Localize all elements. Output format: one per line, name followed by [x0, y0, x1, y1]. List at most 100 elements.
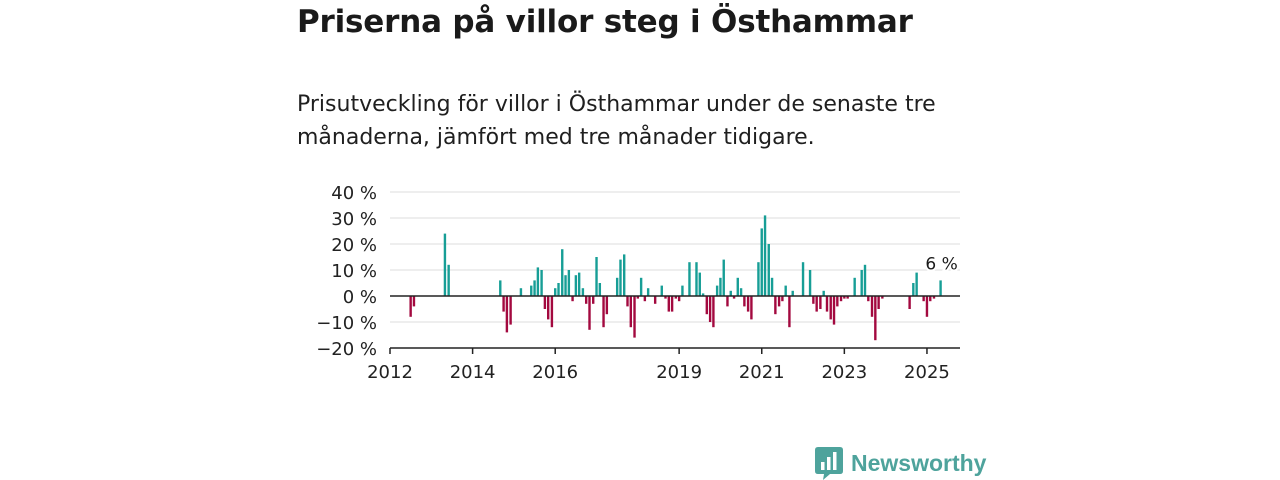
data-bar	[922, 296, 925, 302]
data-bar	[530, 285, 533, 296]
data-bar	[567, 270, 571, 296]
data-bar	[781, 296, 784, 302]
x-tick-label: 2016	[532, 362, 578, 383]
brand-name: Newsworthy	[851, 449, 987, 476]
data-bar	[585, 296, 588, 304]
data-bar	[623, 254, 626, 296]
data-bar	[533, 280, 536, 296]
data-bar	[788, 296, 791, 328]
data-bar	[561, 249, 564, 296]
data-bar	[746, 296, 750, 312]
data-bar	[571, 296, 574, 302]
data-bar	[602, 296, 605, 328]
data-bar	[540, 270, 543, 296]
data-bar	[836, 296, 839, 307]
data-bar	[615, 277, 619, 296]
data-bar	[912, 283, 915, 296]
data-bar	[874, 296, 877, 341]
data-bar	[626, 296, 629, 307]
data-bar	[777, 296, 781, 307]
data-bar	[939, 280, 942, 296]
data-bar	[409, 296, 412, 317]
data-bar	[588, 296, 591, 330]
data-bar	[633, 296, 636, 338]
data-bar	[592, 296, 595, 304]
data-bar	[846, 296, 849, 299]
chart-title: Priserna på villor steg i Östhammar	[297, 4, 913, 40]
data-bar	[664, 296, 667, 299]
data-bar	[743, 296, 746, 307]
data-bar	[812, 296, 815, 304]
data-bar	[660, 285, 663, 296]
axes: 40 % 30 % 20 % 10 % 0 % −10 % −20 %2012 2014 201…	[316, 183, 960, 383]
y-tick-label: 10 %	[331, 261, 377, 282]
x-tick-label: 2023	[821, 362, 867, 383]
data-bar	[760, 228, 763, 296]
data-bar	[499, 280, 502, 296]
data-bar	[877, 296, 880, 309]
y-tick-label: 20 %	[331, 235, 377, 256]
data-bar	[643, 296, 647, 302]
data-bar	[767, 244, 770, 296]
data-bar	[550, 296, 554, 328]
data-bar	[763, 215, 767, 296]
data-bar	[908, 296, 911, 309]
data-bar	[726, 296, 729, 307]
data-bar	[502, 296, 505, 312]
data-bar	[925, 296, 929, 317]
data-bar	[853, 277, 856, 296]
latest-value-label: 6 %	[925, 254, 957, 274]
data-bar	[929, 296, 932, 302]
data-bar	[670, 296, 674, 312]
x-tick-label: 2025	[904, 362, 950, 383]
data-bar	[519, 288, 523, 296]
data-bar	[784, 285, 787, 296]
data-bar	[832, 296, 836, 325]
data-bar	[554, 288, 557, 296]
data-bar	[719, 277, 722, 296]
data-bar	[557, 283, 560, 296]
data-bar	[860, 270, 863, 296]
data-bar	[750, 296, 753, 320]
newsworthy-logo: Newsworthy	[815, 446, 986, 480]
data-bar	[667, 296, 670, 312]
data-bar	[791, 290, 794, 296]
data-bar	[815, 296, 818, 312]
data-bar	[677, 296, 681, 302]
data-bar	[639, 277, 643, 296]
data-bar	[712, 296, 715, 328]
data-bar	[770, 277, 774, 296]
bar-chart-speech-bubble-icon	[815, 446, 843, 480]
data-bar	[536, 267, 540, 296]
data-bar	[808, 270, 812, 296]
data-bar	[653, 296, 657, 304]
data-bar	[681, 285, 684, 296]
data-bar	[870, 296, 874, 317]
data-bar	[695, 262, 698, 296]
data-bar	[509, 296, 512, 325]
data-bar	[705, 296, 708, 315]
data-bar	[757, 262, 760, 296]
data-bar	[715, 285, 719, 296]
data-bar	[915, 272, 918, 296]
y-tick-label: −10 %	[316, 313, 377, 334]
x-tick-label: 2012	[367, 362, 413, 383]
data-bar	[736, 277, 739, 296]
y-tick-label: −20 %	[316, 339, 377, 360]
data-bar	[674, 296, 678, 299]
data-bar	[881, 296, 884, 299]
data-bar	[605, 296, 609, 315]
data-bar	[636, 296, 640, 299]
data-bar	[774, 296, 777, 315]
data-bar	[505, 296, 509, 333]
data-bar	[564, 275, 567, 296]
data-bar	[801, 262, 805, 296]
y-tick-label: 0 %	[343, 287, 377, 308]
x-tick-label: 2021	[739, 362, 785, 383]
data-bar	[547, 296, 550, 320]
chart-subtitle: Prisutveckling för villor i Östhammar un…	[297, 92, 936, 150]
data-bar	[825, 296, 829, 312]
data-bar	[577, 272, 581, 296]
data-bar	[598, 283, 602, 296]
